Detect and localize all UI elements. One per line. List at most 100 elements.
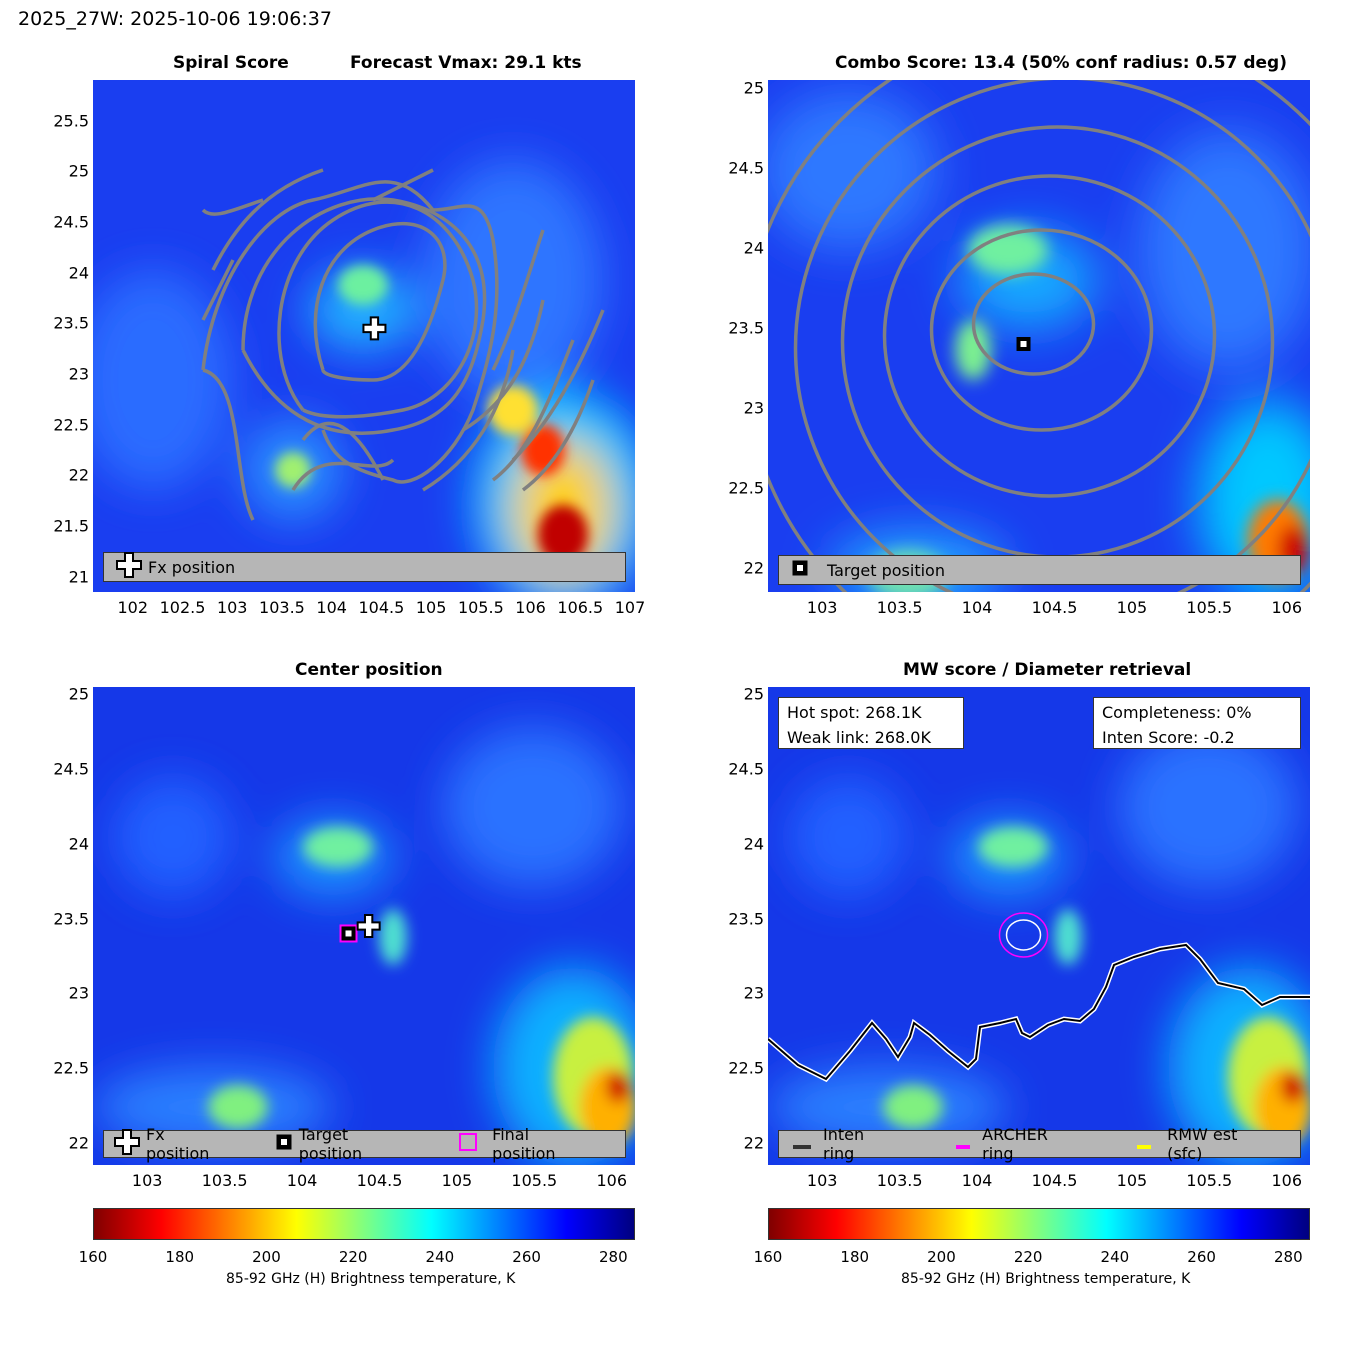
fx-plus-icon: [116, 552, 142, 582]
target-position-marker: [341, 926, 356, 941]
combo-heatmap: [768, 80, 1310, 592]
contour-line: [201, 198, 264, 216]
y-tick-label: 24: [743, 238, 764, 258]
completeness-text: Completeness: 0%: [1102, 703, 1252, 722]
y-tick-label: 22.5: [53, 415, 89, 435]
colorbar-right-label: 85-92 GHz (H) Brightness temperature, K: [901, 1271, 1191, 1287]
final-square-icon: [458, 1132, 478, 1156]
archer-ring: [998, 912, 1049, 958]
legend-final-label: Final position: [492, 1125, 556, 1163]
y-tick-label: 23.5: [728, 318, 764, 338]
y-tick-label: 24.5: [728, 759, 764, 779]
x-tick-label: 105: [441, 1171, 473, 1190]
y-tick-label: 24: [68, 263, 89, 283]
x-tick-label: 103: [216, 598, 248, 617]
colorbar-tick-label: 180: [840, 1248, 870, 1266]
y-tick-label: 25: [68, 684, 89, 704]
colorbar-tick-label: 260: [512, 1248, 541, 1266]
contour-line: [511, 309, 605, 462]
spiral-heatmap: [93, 80, 635, 592]
colorbar-tick-label: 240: [425, 1248, 455, 1266]
contour-line: [277, 200, 479, 419]
x-tick-label: 106: [596, 1171, 628, 1190]
x-tick-label: 103.5: [876, 598, 923, 617]
colorbar-left-label: 85-92 GHz (H) Brightness temperature, K: [226, 1271, 516, 1287]
y-tick-label: 25: [68, 161, 89, 181]
spiral-title-right: Forecast Vmax: 29.1 kts: [350, 53, 582, 73]
combo-title: Combo Score: 13.4 (50% conf radius: 0.57…: [835, 53, 1287, 73]
x-tick-label: 106: [1271, 1171, 1303, 1190]
target-square-icon: [275, 1133, 293, 1155]
colorbar-tick-label: 160: [753, 1248, 783, 1266]
y-tick-label: 22: [68, 465, 89, 485]
y-tick-label: 21.5: [53, 516, 89, 536]
y-tick-label: 22.5: [53, 1058, 89, 1078]
y-tick-label: 25: [743, 684, 764, 704]
contour-line: [241, 197, 487, 435]
colorbar-right: [768, 1208, 1310, 1240]
center-legend: Fx position Target position Final positi…: [103, 1125, 626, 1163]
contour-line: [201, 180, 499, 484]
x-tick-label: 105.5: [457, 598, 504, 617]
inten-ring-line: [768, 942, 1310, 1083]
x-tick-label: 103.5: [876, 1171, 923, 1190]
colorbar-tick-label: 180: [165, 1248, 195, 1266]
legend-target-label: Target position: [298, 1125, 363, 1163]
x-tick-label: 105: [1116, 598, 1148, 617]
x-tick-label: 104: [316, 598, 347, 617]
hot-spot-text: Hot spot: 268.1K: [787, 703, 922, 722]
y-tick-label: 23.5: [728, 909, 764, 929]
target-position-marker: [1016, 337, 1031, 351]
x-tick-label: 106.5: [557, 598, 604, 617]
colorbar-tick-label: 280: [1273, 1248, 1303, 1266]
y-tick-label: 22: [68, 1133, 89, 1153]
legend-final-item: Final position: [458, 1125, 597, 1163]
mw-overlay: [768, 912, 1310, 1083]
x-tick-label: 104: [286, 1171, 318, 1190]
x-tick-label: 104: [961, 1171, 993, 1190]
archer-ring: [1005, 919, 1042, 951]
contour-line: [422, 349, 515, 492]
contour-line: [291, 458, 395, 491]
x-tick-label: 103: [806, 598, 838, 617]
x-tick-label: 102.5: [159, 598, 206, 617]
legend-target-item: Target position: [275, 1125, 416, 1163]
y-tick-label: 24.5: [728, 158, 764, 178]
center-heatmap: [93, 687, 635, 1165]
legend-fx-label: Fx position: [146, 1125, 210, 1163]
x-tick-label: 105: [415, 598, 447, 617]
fx-position-marker: [356, 914, 381, 938]
hotspot-box: Hot spot: 268.1K Weak link: 268.0K: [778, 697, 964, 749]
colorbar-left: [93, 1208, 635, 1240]
x-tick-label: 105.5: [1186, 1171, 1233, 1190]
colorbar-tick-label: 200: [927, 1248, 956, 1266]
contour-line: [201, 259, 235, 321]
y-tick-label: 23: [743, 398, 764, 418]
colorbar-tick-label: 200: [252, 1248, 281, 1266]
y-tick-label: 24.5: [53, 759, 89, 779]
legend-rmw-label: RMW est (sfc): [1167, 1125, 1238, 1163]
combo-score-plot: Target position: [768, 80, 1310, 592]
y-tick-label: 21: [68, 567, 89, 587]
spiral-contours: [201, 168, 605, 521]
archer-line-icon: [956, 1135, 971, 1154]
x-tick-label: 104.5: [356, 1171, 403, 1190]
contour-line: [372, 168, 434, 202]
y-tick-label: 24: [68, 834, 89, 854]
x-tick-label: 104.5: [358, 598, 405, 617]
x-tick-label: 105.5: [1186, 598, 1233, 617]
colorbar-tick-label: 160: [78, 1248, 108, 1266]
x-tick-label: 105: [1116, 1171, 1148, 1190]
center-title: Center position: [295, 660, 443, 680]
x-tick-label: 103.5: [259, 598, 305, 617]
legend-inten-item: Inten ring: [793, 1125, 896, 1163]
colorbar-tick-label: 220: [338, 1248, 368, 1266]
contour-line: [202, 368, 255, 521]
legend-target-item: Target position: [791, 559, 945, 581]
y-tick-label: 23: [68, 983, 89, 1003]
x-tick-label: 102: [117, 598, 149, 617]
weak-link-text: Weak link: 268.0K: [787, 728, 931, 747]
spiral-title-left: Spiral Score: [173, 53, 289, 73]
y-tick-label: 24.5: [53, 212, 89, 232]
x-tick-label: 107: [614, 598, 646, 617]
